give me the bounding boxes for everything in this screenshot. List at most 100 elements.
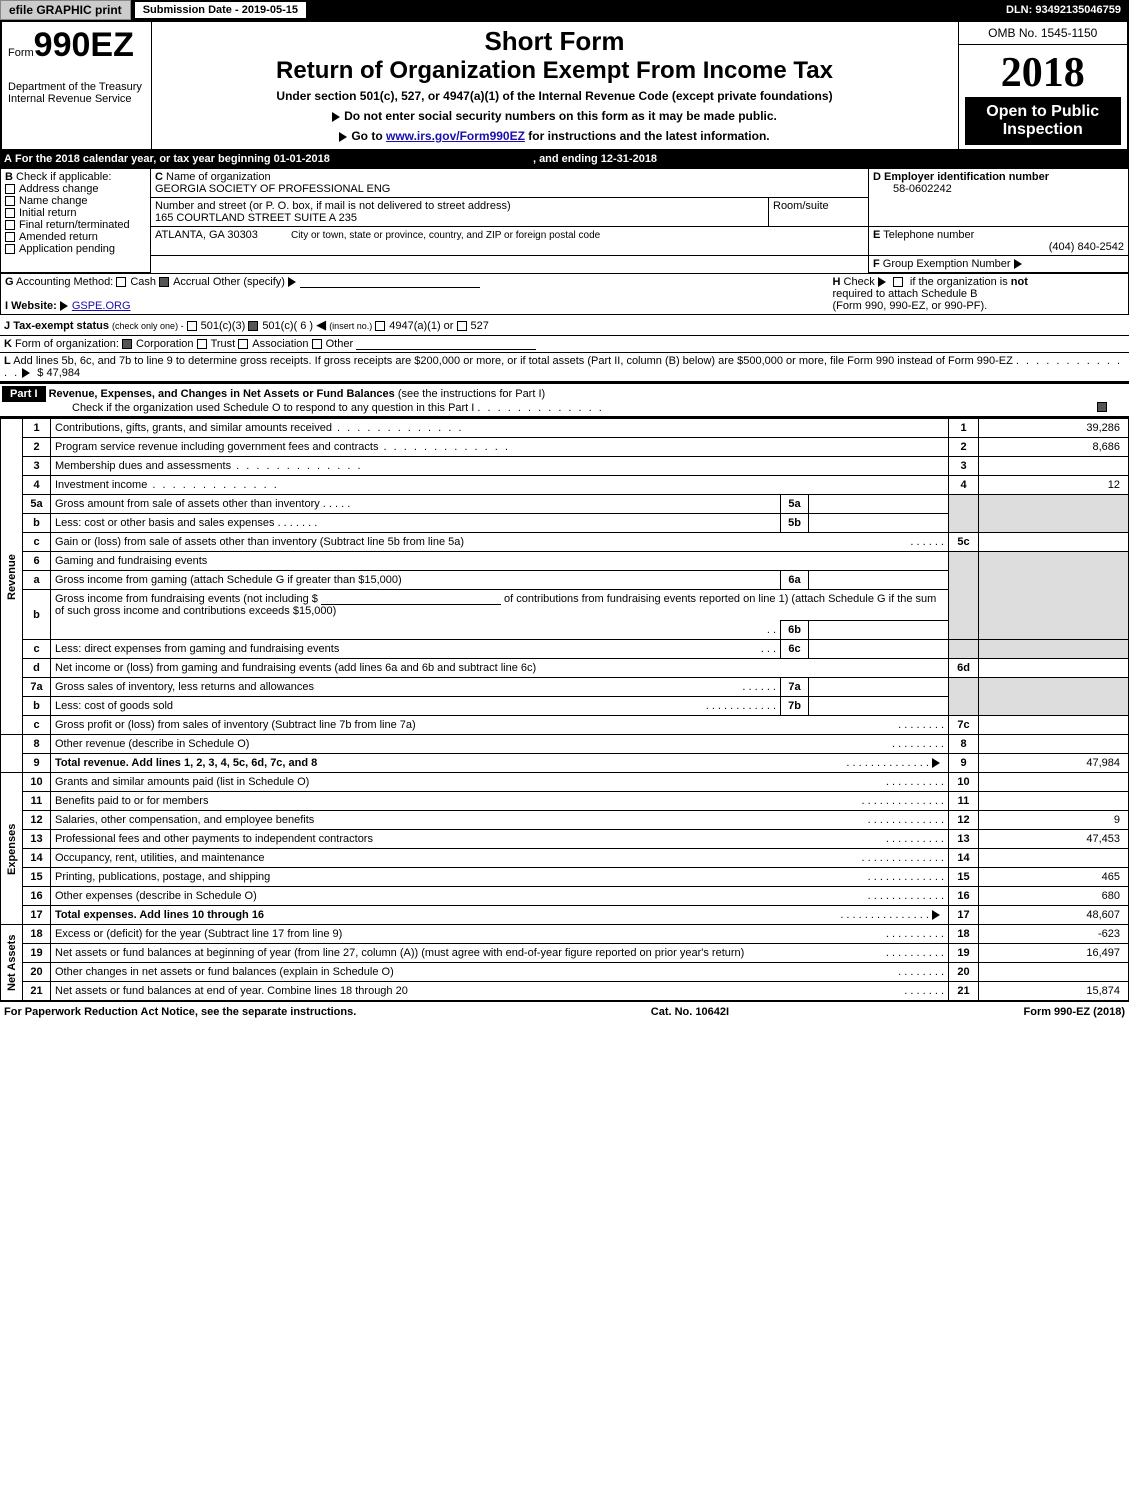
line-num: 2 [23,438,51,457]
shaded-cell [949,640,979,659]
line-rv [979,533,1129,552]
efile-print-button[interactable]: efile GRAPHIC print [0,0,131,20]
dots [231,460,362,472]
checkbox-h[interactable] [893,277,903,287]
part-1-hint: (see the instructions for Part I) [398,388,545,400]
k-corp: Corporation [136,338,193,350]
irs-link[interactable]: www.irs.gov/Form990EZ [386,129,525,143]
shaded-cell [949,552,979,640]
line-rn: 10 [949,773,979,792]
line-num: 16 [23,887,51,906]
form-label: Form990EZ [8,26,145,65]
shaded-cell [979,640,1129,659]
shaded-cell [979,495,1129,533]
part-1-header: Part I [2,386,46,402]
checkbox-address-change[interactable] [5,184,15,194]
line-rv: 9 [979,811,1129,830]
line-text: Gross income from fundraising events (no… [51,590,949,621]
dots [477,402,603,414]
line-text: Occupancy, rent, utilities, and maintena… [51,849,949,868]
mid-val [809,640,949,659]
checkbox-accrual[interactable] [159,277,169,287]
line-rn: 2 [949,438,979,457]
checkbox-pending[interactable] [5,244,15,254]
line-num: 10 [23,773,51,792]
mid-val [809,678,949,697]
label-k: K [4,338,12,350]
checkbox-other-org[interactable] [312,339,322,349]
checkbox-schedule-o[interactable] [1097,402,1107,412]
revenue-side-cont [1,735,23,773]
checkbox-corp[interactable] [122,339,132,349]
triangle-icon [932,758,940,768]
line-rn: 5c [949,533,979,552]
line-rv [979,773,1129,792]
j-insert: (insert no.) [329,321,372,331]
checkbox-527[interactable] [457,321,467,331]
line-text: Other revenue (describe in Schedule O). … [51,735,949,754]
line-rn: 1 [949,419,979,438]
label-h: H [833,276,841,288]
j-o4: 527 [471,320,489,332]
checkbox-name-change[interactable] [5,196,15,206]
line-num: 6 [23,552,51,571]
tax-year: 2018 [965,49,1122,97]
line-num: a [23,571,51,590]
opt-amended: Amended return [19,231,98,243]
opt-pending: Application pending [19,243,115,255]
dots: . . [51,621,781,640]
shaded-cell [979,552,1129,640]
website-link[interactable]: GSPE.ORG [72,300,131,312]
line-rn: 15 [949,868,979,887]
other-specify-field[interactable] [300,276,480,288]
line-rv: 12 [979,476,1129,495]
checkbox-4947[interactable] [375,321,385,331]
line-num: 11 [23,792,51,811]
checkbox-501c3[interactable] [187,321,197,331]
expenses-side-label: Expenses [1,773,23,925]
ein-label: Employer identification number [884,171,1049,183]
form-number: 990EZ [34,26,134,64]
checkbox-amended[interactable] [5,232,15,242]
checkbox-501c[interactable] [248,321,258,331]
line-text: Gross profit or (loss) from sales of inv… [51,716,949,735]
k-other-field[interactable] [356,338,536,350]
section-l: L Add lines 5b, 6c, and 7b to line 9 to … [0,353,1129,382]
open-public-badge: Open to PublicInspection [965,97,1122,145]
part-1-check-line: Check if the organization used Schedule … [72,402,474,414]
line-text: Net assets or fund balances at beginning… [51,944,949,963]
amount-field[interactable] [321,593,501,605]
line-num: 13 [23,830,51,849]
line-text: Contributions, gifts, grants, and simila… [51,419,949,438]
section-a: A For the 2018 calendar year, or tax yea… [0,151,1129,168]
j-o3: 4947(a)(1) or [389,320,453,332]
mid-val [809,621,949,640]
line-text: Investment income [51,476,949,495]
line-rv [979,457,1129,476]
line-num: b [23,697,51,716]
mid-num: 6a [781,571,809,590]
line-rv [979,716,1129,735]
line-rn: 14 [949,849,979,868]
checkbox-cash[interactable] [116,277,126,287]
line-num: 3 [23,457,51,476]
section-a-text: For the 2018 calendar year, or tax year … [15,153,330,165]
checkbox-final-return[interactable] [5,220,15,230]
line-text: Printing, publications, postage, and shi… [51,868,949,887]
opt-final-return: Final return/terminated [19,219,130,231]
h-text3: (Form 990, 990-EZ, or 990-PF). [833,300,988,312]
checkbox-trust[interactable] [197,339,207,349]
checkbox-initial-return[interactable] [5,208,15,218]
line-rv [979,735,1129,754]
label-f: F [873,258,880,270]
line-rn: 13 [949,830,979,849]
line-rv [979,963,1129,982]
line-rv: 39,286 [979,419,1129,438]
room-suite-label: Room/suite [769,198,869,227]
mid-val [809,495,949,514]
line-rv [979,659,1129,678]
checkbox-assoc[interactable] [238,339,248,349]
addr-label: Number and street (or P. O. box, if mail… [155,200,511,212]
line-rv: 15,874 [979,982,1129,1001]
lines-table: Revenue 1 Contributions, gifts, grants, … [0,418,1129,1001]
